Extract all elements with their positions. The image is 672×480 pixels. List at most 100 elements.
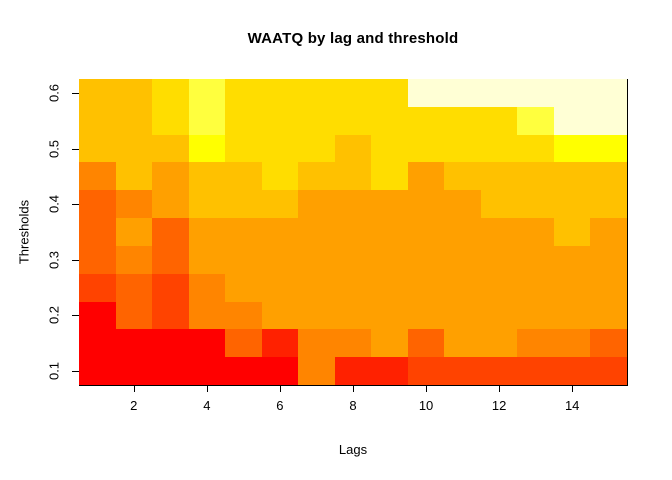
heatmap-cell — [371, 79, 409, 108]
x-tick-label: 10 — [418, 398, 434, 413]
heatmap-cell — [590, 357, 628, 386]
heatmap-cell — [480, 357, 519, 386]
heatmap-cell — [115, 273, 153, 303]
heatmap-cell — [188, 273, 226, 303]
heatmap-cell — [79, 218, 117, 247]
heatmap-cell — [480, 329, 519, 358]
x-tick-mark — [499, 386, 501, 392]
heatmap-cell — [407, 106, 446, 136]
heatmap-cell — [225, 106, 263, 136]
heatmap-cell — [444, 79, 482, 108]
heatmap-cell — [79, 79, 117, 108]
heatmap-cell — [225, 245, 263, 275]
x-tick-label: 12 — [491, 398, 507, 413]
heatmap-cell — [152, 357, 190, 386]
x-axis-label: Lags — [338, 442, 368, 457]
heatmap-cell — [517, 245, 555, 275]
heatmap-cell — [298, 162, 336, 192]
heatmap-cell — [225, 357, 263, 386]
heatmap-cell — [480, 106, 519, 136]
heatmap-cell — [79, 134, 117, 164]
heatmap-cell — [334, 273, 373, 303]
heatmap-cell — [188, 301, 226, 331]
heatmap-cell — [261, 134, 299, 164]
heatmap-cell — [298, 190, 336, 219]
x-tick-mark — [426, 386, 428, 392]
heatmap-cell — [553, 190, 592, 219]
heatmap-cell — [188, 190, 226, 219]
heatmap-cell — [115, 106, 153, 136]
heatmap-cell — [334, 190, 373, 219]
heatmap-cell — [79, 357, 117, 386]
heatmap-cell — [188, 162, 226, 192]
heatmap-cell — [517, 273, 555, 303]
heatmap-cell — [517, 134, 555, 164]
x-tick-label: 8 — [349, 398, 357, 413]
heatmap-cell — [334, 79, 373, 108]
heatmap-cell — [152, 301, 190, 331]
heatmap-cell — [553, 218, 592, 247]
heatmap-cell — [152, 329, 190, 358]
heatmap-cell — [334, 106, 373, 136]
heatmap-cell — [79, 301, 117, 331]
heatmap-cell — [371, 245, 409, 275]
heatmap-cell — [79, 190, 117, 219]
heatmap-cell — [115, 190, 153, 219]
heatmap-cell — [480, 218, 519, 247]
heatmap-cell — [444, 245, 482, 275]
heatmap-cell — [517, 190, 555, 219]
heatmap-cell — [517, 218, 555, 247]
heatmap-cell — [298, 134, 336, 164]
heatmap-cell — [407, 301, 446, 331]
x-tick-mark — [572, 386, 574, 392]
heatmap-cell — [553, 245, 592, 275]
heatmap-cell — [444, 162, 482, 192]
heatmap-cell — [79, 106, 117, 136]
heatmap-cell — [517, 357, 555, 386]
heatmap-cell — [334, 357, 373, 386]
y-tick-label: 0.3 — [46, 250, 62, 269]
heatmap-cell — [225, 190, 263, 219]
heatmap-cell — [115, 79, 153, 108]
heatmap-cell — [115, 245, 153, 275]
heatmap-cell — [152, 134, 190, 164]
heatmap-cell — [480, 190, 519, 219]
heatmap-cell — [115, 162, 153, 192]
heatmap-cell — [225, 329, 263, 358]
heatmap-cell — [480, 79, 519, 108]
heatmap-cell — [371, 273, 409, 303]
heatmap-cell — [298, 79, 336, 108]
heatmap-cell — [115, 134, 153, 164]
heatmap-cell — [590, 329, 628, 358]
y-tick-mark — [72, 148, 79, 150]
heatmap-cell — [553, 79, 592, 108]
heatmap-cell — [444, 190, 482, 219]
heatmap-cell — [444, 134, 482, 164]
heatmap-cell — [407, 134, 446, 164]
heatmap-cell — [590, 301, 628, 331]
plot-right-border — [627, 79, 628, 386]
y-tick-mark — [72, 92, 79, 94]
heatmap-cell — [407, 162, 446, 192]
heatmap-cell — [152, 273, 190, 303]
heatmap-cell — [371, 190, 409, 219]
heatmap-cell — [188, 218, 226, 247]
heatmap-cell — [225, 273, 263, 303]
x-tick-label: 14 — [564, 398, 580, 413]
heatmap-cell — [444, 273, 482, 303]
x-tick-mark — [279, 386, 281, 392]
heatmap-cell — [115, 218, 153, 247]
heatmap-cell — [298, 357, 336, 386]
heatmap-cell — [517, 162, 555, 192]
y-tick-mark — [72, 259, 79, 261]
heatmap-cell — [188, 79, 226, 108]
heatmap-cell — [334, 134, 373, 164]
heatmap-cell — [261, 218, 299, 247]
heatmap-cell — [334, 162, 373, 192]
heatmap-cell — [225, 79, 263, 108]
heatmap-cell — [152, 245, 190, 275]
heatmap-cell — [188, 245, 226, 275]
heatmap-cell — [115, 357, 153, 386]
heatmap-cell — [407, 79, 446, 108]
heatmap-cell — [444, 357, 482, 386]
